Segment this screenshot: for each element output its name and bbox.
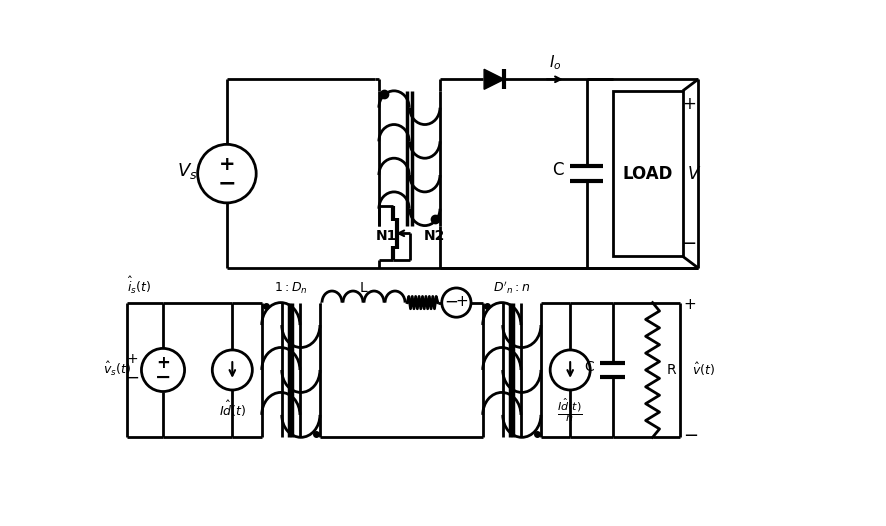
Text: $\hat{i}_s(t)$: $\hat{i}_s(t)$ — [127, 275, 151, 297]
Text: +: + — [683, 297, 696, 311]
Text: +: + — [127, 352, 138, 366]
Text: $V_s$: $V_s$ — [176, 160, 198, 180]
Text: LOAD: LOAD — [623, 165, 673, 183]
Text: −: − — [444, 293, 458, 311]
Text: $1:D_n$: $1:D_n$ — [274, 281, 307, 297]
Text: +: + — [156, 354, 170, 372]
Circle shape — [142, 348, 184, 391]
Text: R: R — [666, 363, 676, 377]
Text: $\hat{v}(t)$: $\hat{v}(t)$ — [692, 361, 715, 379]
Text: C: C — [584, 360, 594, 374]
Text: N1: N1 — [376, 229, 397, 244]
Text: −: − — [680, 234, 697, 252]
Bar — [613, 91, 683, 256]
Text: +: + — [682, 95, 696, 113]
Text: V: V — [688, 165, 699, 183]
Circle shape — [198, 144, 256, 203]
Text: +: + — [455, 295, 468, 309]
Text: $I_o$: $I_o$ — [548, 53, 561, 72]
Text: $I\hat{d}(t)$: $I\hat{d}(t)$ — [219, 399, 246, 419]
Text: $\dfrac{I\hat{d}(t)}{n}$: $\dfrac{I\hat{d}(t)}{n}$ — [557, 396, 583, 424]
Text: −: − — [218, 174, 237, 194]
Text: C: C — [552, 161, 563, 179]
Text: $\hat{v}_s(t)$: $\hat{v}_s(t)$ — [103, 359, 130, 378]
Text: +: + — [219, 155, 235, 174]
Text: −: − — [683, 427, 698, 445]
Polygon shape — [484, 69, 504, 89]
Circle shape — [550, 350, 590, 390]
Circle shape — [442, 288, 471, 317]
Text: L: L — [360, 281, 368, 295]
Text: −: − — [155, 368, 171, 387]
Text: $D'_n:n$: $D'_n:n$ — [494, 280, 531, 297]
Circle shape — [213, 350, 253, 390]
Text: −: − — [125, 369, 139, 387]
Text: N2: N2 — [424, 229, 445, 244]
